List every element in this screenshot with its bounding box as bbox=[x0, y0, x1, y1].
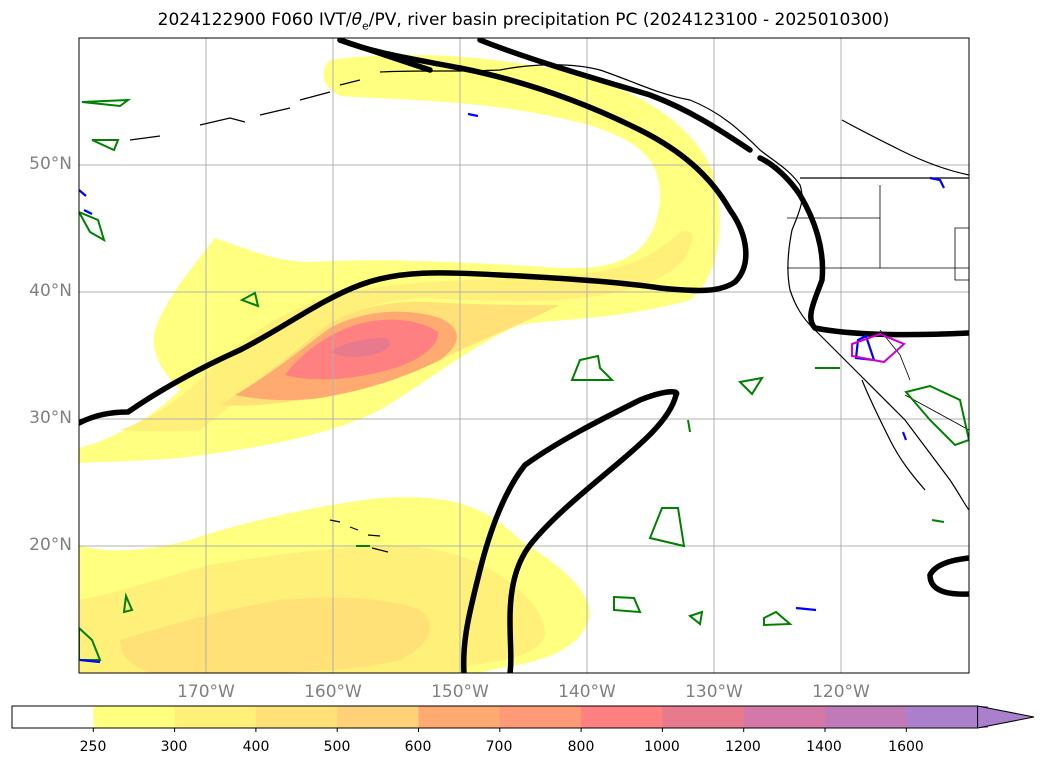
ivt-core-1000 bbox=[330, 338, 391, 357]
precip-magenta-contours bbox=[851, 332, 906, 364]
colorbar bbox=[11, 705, 1035, 732]
colorbar-segment bbox=[906, 706, 989, 728]
colorbar-tick-300: 300 bbox=[160, 739, 188, 755]
colorbar-tick-500: 500 bbox=[323, 739, 351, 755]
colorbar-segment bbox=[662, 706, 745, 728]
colorbar-segment bbox=[174, 706, 257, 728]
colorbar-segment bbox=[337, 706, 419, 728]
hawaii bbox=[329, 519, 389, 553]
colorbar-tick-250: 250 bbox=[79, 739, 107, 755]
alaska-coast bbox=[379, 64, 969, 511]
lat-label-30: 30°N bbox=[29, 408, 72, 428]
colorbar-tick-600: 600 bbox=[404, 739, 432, 755]
colorbar-tick-400: 400 bbox=[242, 739, 270, 755]
lon-label-130w: 130°W bbox=[685, 682, 743, 702]
state-lines bbox=[787, 185, 969, 431]
colorbar-segment bbox=[93, 706, 176, 728]
colorbar-segment bbox=[743, 706, 826, 728]
canada-inland bbox=[841, 119, 969, 176]
baja bbox=[861, 379, 926, 491]
colorbar-segment bbox=[825, 706, 907, 728]
lat-label-50: 50°N bbox=[29, 154, 72, 174]
map-frame bbox=[78, 37, 970, 674]
lon-label-160w: 160°W bbox=[304, 682, 362, 702]
lat-label-40: 40°N bbox=[29, 281, 72, 301]
colorbar-tick-1200: 1200 bbox=[725, 739, 761, 755]
coastlines bbox=[129, 64, 969, 553]
ivt-band-north-300 bbox=[120, 231, 693, 432]
lon-label-150w: 150°W bbox=[431, 682, 489, 702]
colorbar-segment bbox=[581, 706, 663, 728]
colorbar-segment bbox=[255, 706, 338, 728]
lat-label-20: 20°N bbox=[29, 535, 72, 555]
ivt-shading bbox=[79, 54, 720, 673]
colorbar-tick-1400: 1400 bbox=[806, 739, 842, 755]
lon-label-120w: 120°W bbox=[812, 682, 870, 702]
figure-title: 2024122900 F060 IVT/θe/PV, river basin p… bbox=[157, 10, 890, 33]
colorbar-segment bbox=[418, 706, 501, 728]
colorbar-tick-800: 800 bbox=[567, 739, 595, 755]
aleutians bbox=[129, 79, 361, 141]
colorbar-tick-1600: 1600 bbox=[888, 739, 924, 755]
colorbar-segment bbox=[12, 706, 94, 728]
ivt-band-south-400 bbox=[120, 597, 431, 673]
colorbar-tick-1000: 1000 bbox=[644, 739, 680, 755]
colorbar-tick-700: 700 bbox=[485, 739, 513, 755]
lon-label-140w: 140°W bbox=[558, 682, 616, 702]
precip-green-contours bbox=[79, 98, 969, 661]
lon-label-170w: 170°W bbox=[177, 682, 235, 702]
colorbar-frame bbox=[11, 705, 978, 729]
colorbar-segment bbox=[499, 706, 582, 728]
gridlines bbox=[79, 38, 969, 673]
colorbar-extend-arrow bbox=[977, 705, 1035, 729]
precip-blue-contours bbox=[79, 112, 945, 664]
pv-contour bbox=[79, 38, 969, 673]
